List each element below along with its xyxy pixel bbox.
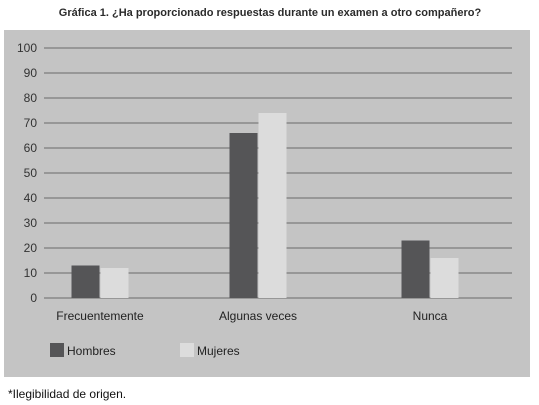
y-axis-tick-labels: 0 10 20 30 40 50 60 70 80 90 100 [17, 41, 37, 305]
y-tick-label-30: 30 [24, 216, 38, 230]
bar-mujeres-1 [258, 113, 287, 298]
bar-hombres-1 [229, 133, 258, 298]
legend-swatch-mujeres [180, 343, 194, 357]
x-axis-category-labels: Frecuentemente Algunas veces Nunca [56, 309, 447, 323]
y-tick-label-0: 0 [30, 291, 37, 305]
x-category-label-2: Nunca [413, 309, 448, 323]
legend-label-hombres: Hombres [67, 344, 116, 358]
legend: Hombres Mujeres [50, 343, 240, 358]
bar-mujeres-0 [100, 268, 129, 298]
y-tick-label-50: 50 [24, 166, 38, 180]
legend-swatch-hombres [50, 343, 64, 357]
x-category-label-1: Algunas veces [219, 309, 297, 323]
bar-hombres-0 [71, 265, 100, 298]
chart-title: Gráfica 1. ¿Ha proporcionado respuestas … [59, 7, 482, 19]
bar-mujeres-2 [430, 258, 459, 298]
y-tick-label-90: 90 [24, 66, 38, 80]
y-tick-label-80: 80 [24, 91, 38, 105]
footnote: *Ilegibilidad de origen. [8, 387, 126, 401]
bars [71, 113, 459, 298]
x-category-label-0: Frecuentemente [56, 309, 144, 323]
y-tick-label-60: 60 [24, 141, 38, 155]
y-tick-label-20: 20 [24, 241, 38, 255]
y-tick-label-10: 10 [24, 266, 38, 280]
y-tick-label-100: 100 [17, 41, 37, 55]
bar-hombres-2 [401, 240, 430, 298]
y-tick-label-40: 40 [24, 191, 38, 205]
legend-label-mujeres: Mujeres [197, 344, 240, 358]
y-tick-label-70: 70 [24, 116, 38, 130]
